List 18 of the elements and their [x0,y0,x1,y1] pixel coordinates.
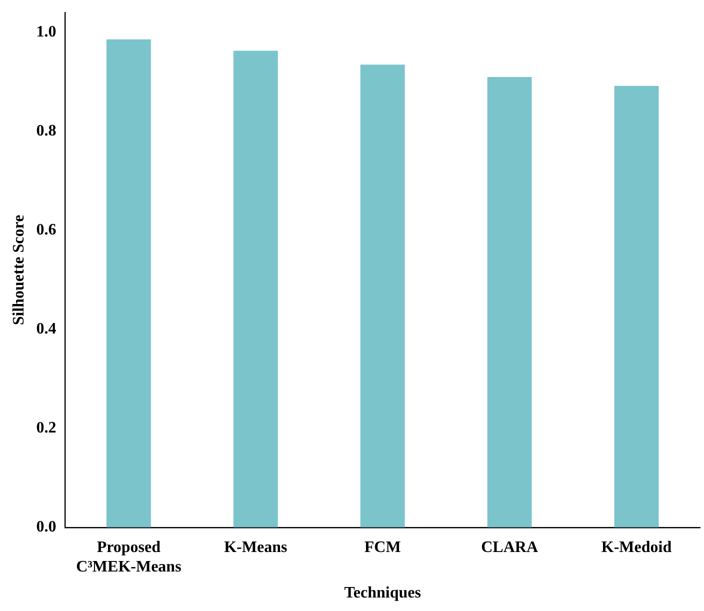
x-tick-label: K-Means [224,539,288,556]
y-axis-title: Silhouette Score [10,214,28,326]
y-tick-label: 0.4 [36,320,56,338]
x-tick-label: Proposed C³MEK-Means [76,539,182,576]
bar [106,39,151,528]
x-tick-label: FCM [364,539,401,556]
y-tick-label: 0.6 [36,222,56,239]
bar [487,76,532,528]
y-tick-label: 1.0 [36,24,56,41]
x-tick-label: CLARA [481,539,538,556]
bar [233,50,278,528]
bar [360,64,405,528]
x-axis-title: Techniques [344,584,421,602]
x-tick-label: K-Medoid [601,539,672,556]
y-tick-label: 0.2 [36,420,56,437]
y-tick-label: 0.0 [36,518,56,536]
bar [614,86,659,528]
y-tick-label: 0.8 [36,122,56,140]
